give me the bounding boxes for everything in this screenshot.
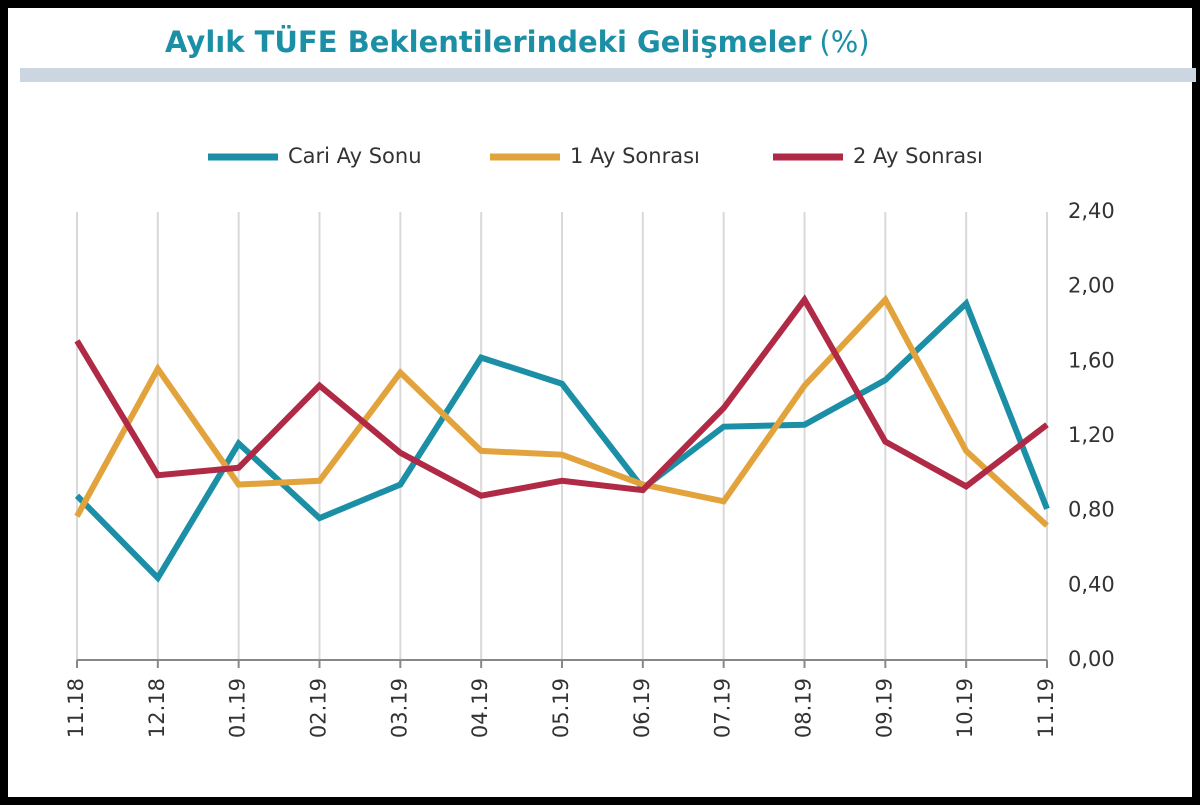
x-tick-label: 06.19 xyxy=(630,678,654,738)
y-tick-label: 2,40 xyxy=(1068,199,1115,223)
x-tick-label: 01.19 xyxy=(226,678,250,738)
x-tick-label: 11.19 xyxy=(1034,678,1058,738)
y-tick-label: 0,80 xyxy=(1068,498,1115,522)
legend-label: 2 Ay Sonrası xyxy=(853,144,983,168)
y-tick-label: 0,00 xyxy=(1068,647,1115,671)
x-tick-label: 05.19 xyxy=(549,678,573,738)
y-tick-label: 1,20 xyxy=(1068,423,1115,447)
title-unit: (%) xyxy=(819,25,869,59)
x-tick-label: 02.19 xyxy=(307,678,331,738)
x-tick-label: 09.19 xyxy=(872,678,896,738)
x-tick-label: 08.19 xyxy=(792,678,816,738)
x-tick-label: 10.19 xyxy=(953,678,977,738)
x-tick-label: 07.19 xyxy=(711,678,735,738)
series-line xyxy=(74,294,1050,528)
x-tick-label: 04.19 xyxy=(468,678,492,738)
series-line xyxy=(74,294,1049,499)
title-bar xyxy=(20,68,1196,82)
legend-label: 1 Ay Sonrası xyxy=(570,144,700,168)
y-tick-label: 1,60 xyxy=(1068,348,1115,372)
x-tick-label: 03.19 xyxy=(387,678,411,738)
legend-label: Cari Ay Sonu xyxy=(288,144,422,168)
series-line xyxy=(74,298,1050,583)
y-tick-label: 2,00 xyxy=(1068,274,1115,298)
chart-title: Aylık TÜFE Beklentilerindeki Gelişmeler(… xyxy=(165,25,870,59)
x-tick-label: 12.18 xyxy=(145,678,169,738)
x-tick-label: 11.18 xyxy=(64,678,88,738)
title-text: Aylık TÜFE Beklentilerindeki Gelişmeler xyxy=(165,25,812,59)
y-tick-label: 0,40 xyxy=(1068,572,1115,596)
